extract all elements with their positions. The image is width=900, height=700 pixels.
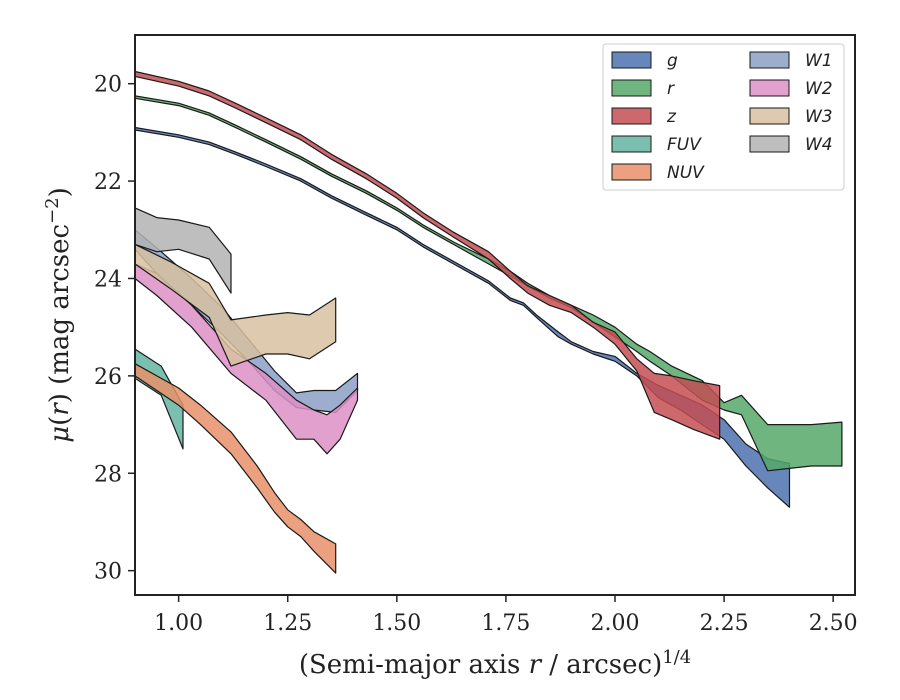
legend-swatch-nuv: [611, 163, 652, 181]
legend-swatch-fuv: [611, 135, 652, 153]
legend-label-w1: W1: [805, 51, 833, 71]
band-layer: [134, 70, 843, 574]
legend-label-w2: W2: [805, 79, 833, 99]
band-g: [134, 126, 791, 508]
legend-swatch-r: [611, 79, 652, 97]
x-tick-label: 1.75: [481, 611, 530, 636]
x-tick-label: 2.25: [700, 611, 749, 636]
band-nuv: [134, 363, 337, 574]
x-tick-label: 2.50: [809, 611, 858, 636]
x-tick-label: 1.00: [154, 611, 203, 636]
x-axis-ticks: 1.00 1.25 1.50 1.75 2.00 2.25 2.50: [154, 595, 858, 636]
band-w3: [134, 243, 337, 367]
band-z: [134, 70, 721, 440]
x-tick-label: 1.25: [263, 611, 312, 636]
x-tick-label: 2.00: [591, 611, 640, 636]
y-tick-label: 26: [94, 365, 122, 390]
legend-swatch-w3: [749, 107, 790, 125]
legend-swatch-w4: [749, 135, 790, 153]
band-w4: [134, 207, 232, 294]
x-tick-label: 1.50: [372, 611, 421, 636]
legend-label-w3: W3: [805, 107, 833, 127]
x-axis-label: (Semi-major axis r / arcsec)1/4: [299, 647, 691, 681]
y-tick-label: 30: [94, 560, 122, 585]
legend-label-z: z: [666, 107, 677, 127]
legend-swatch-w1: [749, 51, 790, 69]
y-tick-label: 22: [94, 170, 122, 195]
y-axis-ticks: 20 22 24 26 28 30: [94, 73, 135, 585]
legend-swatch-z: [611, 107, 652, 125]
legend-swatch-w2: [749, 79, 790, 97]
legend-label-fuv: FUV: [667, 135, 702, 155]
plot-frame: [134, 34, 856, 596]
legend-label-w4: W4: [805, 135, 833, 155]
legend-label-r: r: [667, 79, 675, 99]
y-tick-label: 20: [94, 73, 122, 98]
legend-label-g: g: [667, 51, 678, 71]
y-axis-label: μ(r) (mag arcsec−2): [42, 187, 76, 443]
y-tick-label: 24: [94, 267, 122, 292]
band-r: [134, 95, 843, 472]
legend-swatch-g: [611, 51, 652, 69]
legend: grz FUV NUV W1 W2 W3 W4: [602, 43, 845, 191]
y-tick-label: 28: [94, 462, 122, 487]
legend-label-nuv: NUV: [667, 163, 705, 183]
